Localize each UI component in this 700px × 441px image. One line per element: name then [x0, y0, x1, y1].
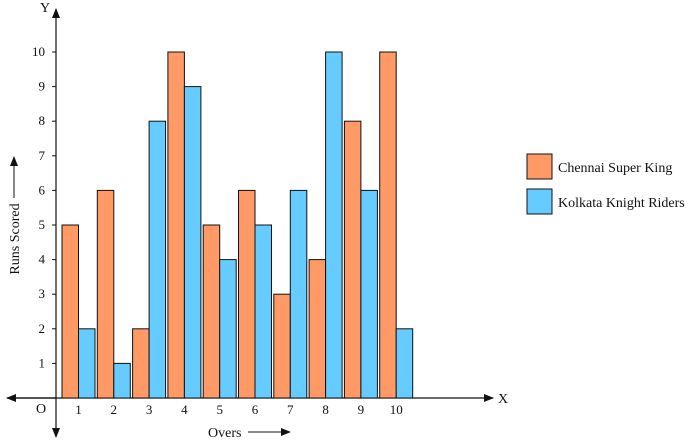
bar-series-1-category-5	[202, 224, 221, 399]
x-tick-label: 5	[216, 402, 223, 417]
y-tick-label: 1	[39, 355, 46, 370]
x-tick-label: 1	[75, 402, 82, 417]
bar-series-2-category-1	[78, 328, 96, 399]
y-tick-label: 9	[39, 79, 46, 94]
bar-series-1-category-9	[343, 120, 362, 399]
bar-series-1-category-1	[61, 224, 79, 399]
bar-series-2-category-4	[183, 86, 202, 399]
bar-series-2-category-6	[254, 224, 272, 399]
y-ticks: 1 2 3 4 5 6 7 8 9 10	[32, 44, 56, 370]
legend-label: Chennai Super King	[558, 161, 672, 176]
bar-series-2-category-10	[395, 328, 414, 399]
y-axis-title: Runs Scored	[8, 203, 23, 274]
bar-series-2-category-2	[113, 362, 131, 399]
y-tick-label: 7	[39, 148, 46, 163]
bar-series-1-category-2	[96, 189, 115, 399]
x-tick-label: 8	[322, 402, 329, 417]
y-tick-label: 6	[39, 182, 46, 197]
bar-series-2-category-3	[148, 120, 167, 399]
y-tick-label: 4	[39, 252, 46, 267]
x-axis-letter: X	[498, 392, 508, 407]
y-tick-label: 2	[39, 321, 46, 336]
x-tick-label: 2	[111, 402, 118, 417]
x-tick-label: 6	[252, 402, 259, 417]
bar-series-2-category-8	[325, 51, 343, 399]
x-axis-title: Overs	[208, 426, 241, 441]
x-ticks: 1 2 3 4 5 6 7 8 9 10	[75, 402, 402, 417]
bar-series-2-category-5	[219, 259, 237, 399]
x-axis-title-group: Overs	[208, 426, 291, 441]
y-tick-label: 5	[39, 217, 46, 232]
bars	[61, 51, 414, 399]
bar-series-1-category-6	[238, 189, 256, 399]
bar-series-1-category-3	[132, 328, 150, 399]
bar-series-1-category-10	[379, 51, 397, 399]
bar-series-1-category-4	[167, 51, 185, 399]
bar-series-2-category-7	[289, 189, 308, 399]
legend-swatch	[526, 188, 553, 215]
legend: Chennai Super King Kolkata Knight Riders	[526, 153, 685, 215]
bar-series-1-category-7	[273, 293, 291, 399]
y-axis-title-group: Runs Scored	[8, 156, 23, 275]
x-tick-label: 9	[358, 402, 365, 417]
x-tick-label: 3	[146, 402, 153, 417]
x-tick-label: 7	[287, 402, 294, 417]
y-tick-label: 8	[39, 113, 46, 128]
y-tick-label: 3	[39, 286, 46, 301]
legend-label: Kolkata Knight Riders	[558, 196, 685, 211]
x-tick-label: 4	[181, 402, 188, 417]
y-axis-letter: Y	[40, 1, 50, 16]
legend-swatch	[526, 153, 553, 180]
y-tick-label: 10	[32, 44, 45, 59]
bar-series-1-category-8	[308, 259, 327, 399]
bar-series-2-category-9	[360, 189, 378, 399]
x-tick-label: 10	[390, 402, 403, 417]
origin-label: O	[36, 402, 46, 417]
